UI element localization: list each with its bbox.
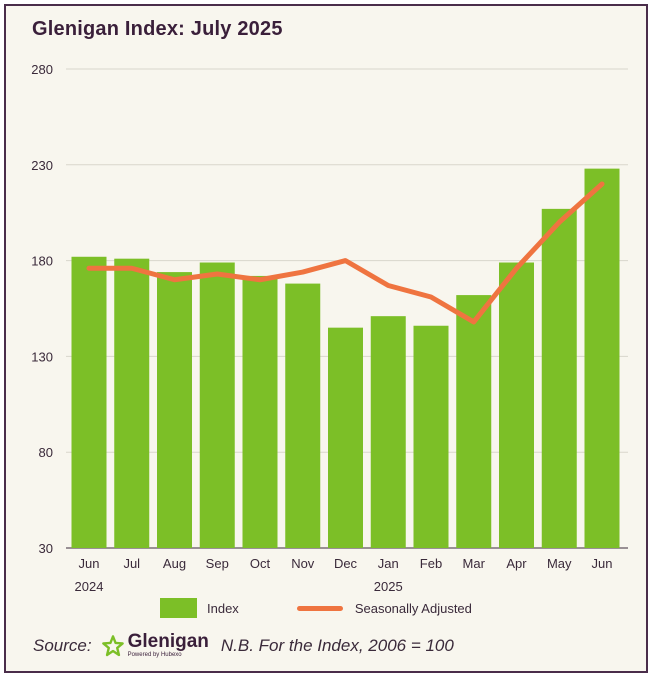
bar — [456, 295, 492, 548]
x-tick-label: Nov — [291, 556, 315, 571]
x-year-label: 2025 — [374, 579, 403, 594]
y-tick-label: 80 — [39, 445, 53, 460]
source-label: Source: — [33, 635, 92, 655]
x-tick-label: Apr — [506, 556, 527, 571]
x-tick-label: May — [547, 556, 572, 571]
legend-swatch-seasonally-adjusted — [296, 605, 343, 611]
brand-name: Glenigan — [127, 631, 209, 652]
x-tick-label: Jan — [378, 556, 399, 571]
bar — [413, 325, 449, 548]
x-tick-label: Oct — [250, 556, 271, 571]
bar — [499, 262, 534, 548]
legend: Index Seasonally Adjusted — [160, 598, 472, 618]
bar — [541, 208, 577, 549]
x-tick-label: Mar — [463, 556, 486, 571]
x-tick-label: Jun — [79, 556, 100, 571]
x-tick-label: Sep — [206, 556, 229, 571]
line-series — [86, 181, 605, 325]
bar — [584, 168, 620, 548]
bar — [157, 272, 192, 548]
legend-label-index: Index — [207, 600, 239, 616]
bar — [285, 283, 321, 548]
footnote: N.B. For the Index, 2006 = 100 — [220, 635, 454, 655]
y-tick-label: 130 — [31, 349, 53, 364]
bar — [370, 316, 406, 548]
x-tick-label: Aug — [163, 556, 186, 571]
y-tick-label: 30 — [39, 541, 53, 556]
legend-swatch-index — [160, 598, 197, 618]
bar — [199, 262, 235, 548]
x-year-label: 2024 — [75, 579, 104, 594]
star-icon — [101, 634, 124, 656]
footer: Source: Glenigan Powered by Hubexo N.B. … — [33, 632, 454, 659]
y-tick-label: 280 — [31, 62, 53, 77]
bar — [71, 256, 107, 548]
bar — [114, 258, 150, 548]
seasonally-adjusted-line — [86, 181, 605, 325]
bar — [242, 275, 278, 548]
x-tick-label: Jun — [592, 556, 613, 571]
axis-ticks: 30 80 130 180 230 280 Jun Jul Aug Sep Oct Nov Dec Jan… — [31, 62, 612, 594]
y-tick-label: 230 — [31, 158, 53, 173]
chart-title: Glenigan Index: July 2025 — [32, 18, 283, 40]
glenigan-logo: Glenigan Powered by Hubexo — [101, 631, 209, 659]
legend-label-seasonally-adjusted: Seasonally Adjusted — [354, 600, 472, 616]
chart-frame — [4, 4, 648, 673]
bar-series — [71, 168, 620, 549]
x-tick-label: Feb — [420, 556, 442, 571]
y-tick-label: 180 — [31, 254, 53, 269]
bar — [328, 327, 363, 548]
x-tick-label: Dec — [334, 556, 358, 571]
brand-tagline: Powered by Hubexo — [127, 652, 182, 658]
x-tick-label: Jul — [123, 556, 140, 571]
